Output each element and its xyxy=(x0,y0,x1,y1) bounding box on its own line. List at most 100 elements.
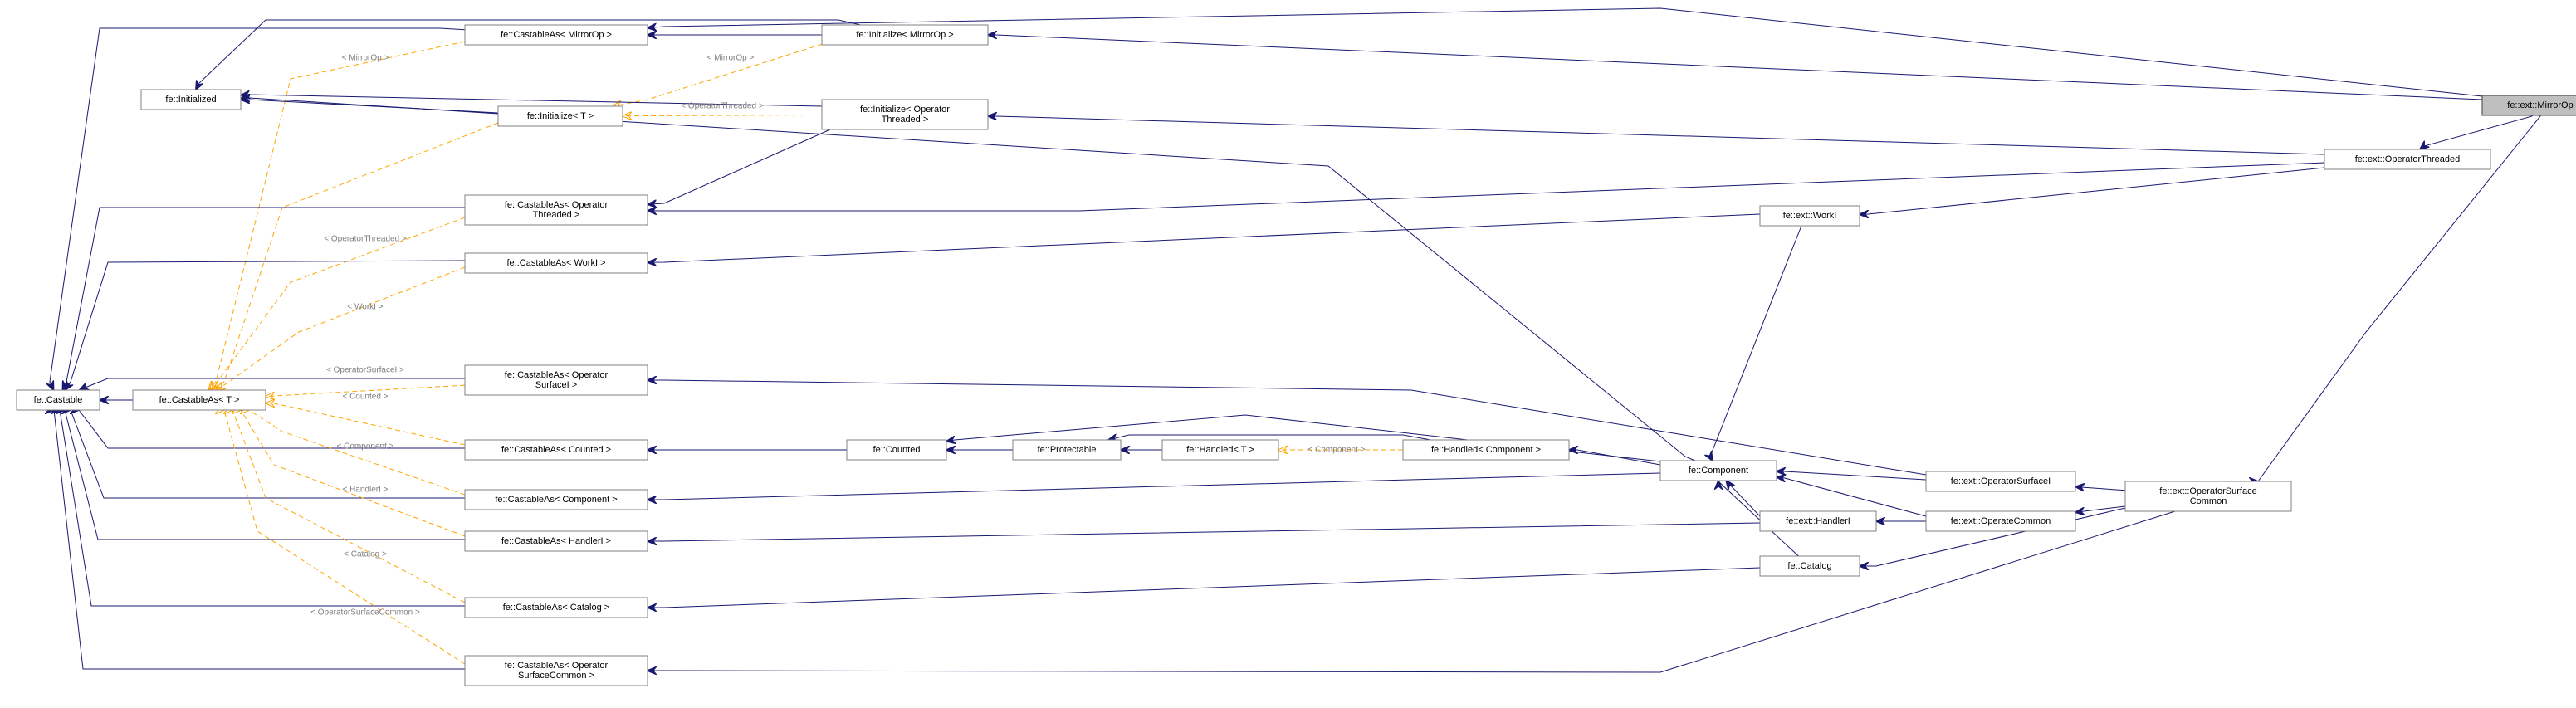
class-node-label: fe::Handled< Component > xyxy=(1431,445,1541,455)
edge-label: < MirrorOp > xyxy=(342,54,389,63)
class-node-label: fe::Counted xyxy=(873,445,921,455)
inheritance-edge xyxy=(2075,486,2125,490)
class-node[interactable]: fe::Protectable xyxy=(1013,440,1121,460)
inheritance-edge xyxy=(249,410,465,495)
inheritance-edge xyxy=(241,98,1695,461)
inheritance-edge xyxy=(80,378,465,390)
inheritance-edge xyxy=(648,8,2482,96)
class-node-label: fe::CastableAs< Catalog > xyxy=(503,603,609,613)
class-node[interactable]: fe::Initialize< T > xyxy=(498,106,623,126)
class-node[interactable]: fe::Castable xyxy=(17,390,100,410)
inheritance-edge xyxy=(648,473,1660,500)
class-node-label: fe::Initialize< T > xyxy=(527,111,594,121)
inheritance-edge xyxy=(988,116,2324,154)
class-node[interactable]: fe::ext::OperatorThreaded xyxy=(2324,149,2490,169)
class-node-label: fe::Initialize< Operator xyxy=(860,105,950,115)
class-node[interactable]: fe::CastableAs< WorkI > xyxy=(465,253,648,273)
class-node[interactable]: fe::Counted xyxy=(847,440,946,460)
class-node-label: fe::CastableAs< Component > xyxy=(495,495,617,505)
class-node-label: fe::CastableAs< MirrorOp > xyxy=(501,30,612,40)
class-node-label: fe::ext::HandlerI xyxy=(1786,516,1850,526)
class-node[interactable]: fe::ext::OperatorSurfaceI xyxy=(1926,471,2075,491)
class-node-label: fe::ext::WorkI xyxy=(1783,211,1837,221)
inheritance-edge xyxy=(1569,450,1660,465)
class-node-label: SurfaceCommon > xyxy=(518,671,594,681)
class-node-label: fe::ext::OperatorSurface xyxy=(2159,486,2256,496)
inheritance-edge xyxy=(1777,471,1926,480)
class-node-label: fe::CastableAs< HandlerI > xyxy=(501,536,611,546)
class-node[interactable]: fe::Handled< Component > xyxy=(1403,440,1569,460)
class-node[interactable]: fe::Catalog xyxy=(1760,556,1860,576)
inheritance-graph: < MirrorOp > < MirrorOp > < OperatorThread… xyxy=(0,0,2576,708)
class-node-label: Threaded > xyxy=(533,210,580,220)
edge-label: < MirrorOp > xyxy=(707,54,755,63)
class-node-label: fe::Protectable xyxy=(1038,445,1097,455)
edge-label: < Counted > xyxy=(342,393,388,402)
class-node-label: fe::ext::OperatorSurfaceI xyxy=(1951,476,2051,486)
inheritance-edge xyxy=(1710,226,1801,461)
class-node[interactable]: fe::ext::WorkI xyxy=(1760,206,1860,226)
class-node-label: fe::CastableAs< T > xyxy=(159,395,240,405)
class-node-label: Threaded > xyxy=(882,115,929,125)
inheritance-edge xyxy=(79,410,465,448)
class-node[interactable]: fe::CastableAs< Catalog > xyxy=(465,598,648,618)
inheritance-edge xyxy=(648,568,1760,608)
inheritance-edge xyxy=(1777,477,1926,516)
class-node[interactable]: fe::CastableAs< OperatorThreaded > xyxy=(465,195,648,225)
inheritance-edge xyxy=(65,410,465,540)
class-node[interactable]: fe::ext::OperateCommon xyxy=(1926,511,2075,531)
inheritance-edge xyxy=(232,410,465,603)
class-node-label: fe::Handled< T > xyxy=(1186,445,1254,455)
class-node-label: fe::CastableAs< Counted > xyxy=(501,445,611,455)
edge-label: < Component > xyxy=(1308,446,1366,455)
class-node[interactable]: fe::Initialize< MirrorOp > xyxy=(822,25,988,45)
inheritance-edge xyxy=(65,261,465,390)
inheritance-edge xyxy=(988,35,2482,100)
edge-label: < OperatorSurfaceCommon > xyxy=(310,608,420,618)
class-node[interactable]: fe::CastableAs< Component > xyxy=(465,490,648,510)
edge-label: < OperatorThreaded > xyxy=(681,102,764,111)
inheritance-edge xyxy=(213,123,498,390)
inheritance-edge xyxy=(1726,481,1760,516)
class-node-label: fe::CastableAs< Operator xyxy=(505,370,609,380)
class-node-label: fe::Catalog xyxy=(1787,561,1831,571)
edge-label: < WorkI > xyxy=(347,303,383,312)
class-node-label: fe::ext::OperatorThreaded xyxy=(2355,154,2461,164)
inheritance-edge xyxy=(266,403,465,445)
edge-label: < Catalog > xyxy=(344,550,387,559)
class-node[interactable]: fe::Initialize< OperatorThreaded > xyxy=(822,100,988,129)
class-node[interactable]: fe::CastableAs< HandlerI > xyxy=(465,531,648,551)
class-node-label: SurfaceI > xyxy=(535,380,577,390)
inheritance-edge xyxy=(613,42,830,106)
class-node-label: fe::CastableAs< Operator xyxy=(505,200,609,210)
class-node-label: fe::CastableAs< WorkI > xyxy=(506,258,605,268)
inheritance-edge xyxy=(50,28,465,390)
class-node[interactable]: fe::Handled< T > xyxy=(1162,440,1278,460)
class-node[interactable]: fe::CastableAs< OperatorSurfaceCommon > xyxy=(465,656,648,686)
class-node[interactable]: fe::CastableAs< MirrorOp > xyxy=(465,25,648,45)
class-node-label: fe::Initialize< MirrorOp > xyxy=(856,30,953,40)
inheritance-edge xyxy=(1108,435,1430,440)
inheritance-edge xyxy=(648,511,2175,672)
class-node[interactable]: fe::ext::HandlerI xyxy=(1760,511,1876,531)
class-node-label: fe::Component xyxy=(1689,466,1748,476)
inheritance-edge xyxy=(1860,166,2341,214)
class-node-label: fe::ext::MirrorOp xyxy=(2507,100,2573,110)
class-node[interactable]: fe::CastableAs< T > xyxy=(133,390,266,410)
inheritance-edge xyxy=(648,129,830,204)
class-node[interactable]: fe::ext::OperatorSurfaceCommon xyxy=(2125,481,2291,511)
class-node-label: fe::ext::OperateCommon xyxy=(1951,516,2051,526)
inheritance-edge xyxy=(2420,115,2533,149)
class-node[interactable]: fe::Initialized xyxy=(141,90,241,110)
inheritance-edge xyxy=(648,214,1760,262)
class-node[interactable]: fe::CastableAs< OperatorSurfaceI > xyxy=(465,365,648,395)
class-node-label: Common xyxy=(2190,496,2227,506)
edge-label: < HandlerI > xyxy=(342,486,388,495)
class-node[interactable]: fe::Component xyxy=(1660,461,1777,481)
inheritance-edge xyxy=(648,523,1760,541)
inheritance-edge xyxy=(241,410,465,536)
inheritance-edge xyxy=(60,410,465,606)
edge-label: < OperatorSurfaceI > xyxy=(326,366,404,375)
class-node[interactable]: fe::CastableAs< Counted > xyxy=(465,440,648,460)
class-node[interactable]: fe::ext::MirrorOp xyxy=(2482,95,2576,115)
